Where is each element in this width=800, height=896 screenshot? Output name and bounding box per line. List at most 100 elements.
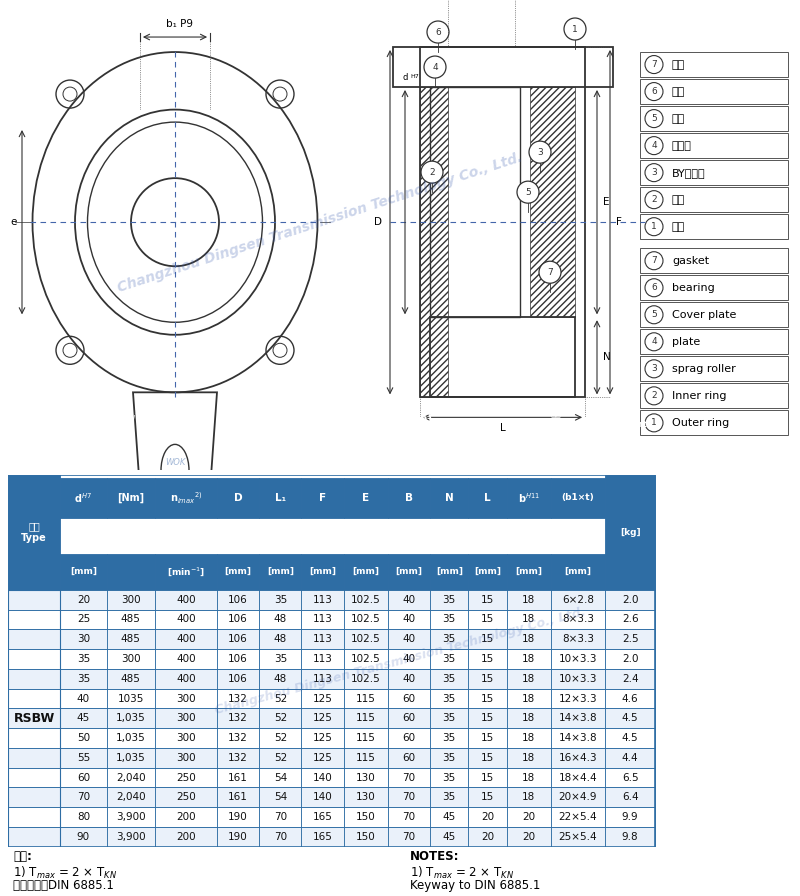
Bar bbox=[344, 649, 388, 668]
Text: 35: 35 bbox=[442, 713, 456, 723]
Text: 键槽标准为DIN 6885.1: 键槽标准为DIN 6885.1 bbox=[13, 879, 114, 892]
Bar bbox=[259, 609, 302, 629]
Bar bbox=[302, 788, 344, 807]
Bar bbox=[550, 649, 605, 668]
Text: 70: 70 bbox=[77, 792, 90, 802]
Bar bbox=[605, 768, 655, 788]
Text: 键槽
KS: 键槽 KS bbox=[549, 409, 562, 429]
Circle shape bbox=[645, 191, 663, 209]
Bar bbox=[468, 554, 506, 590]
Text: 130: 130 bbox=[356, 792, 376, 802]
Bar bbox=[550, 689, 605, 709]
Bar bbox=[8, 827, 60, 847]
Text: 45: 45 bbox=[442, 831, 456, 842]
Text: 35: 35 bbox=[442, 595, 456, 605]
Circle shape bbox=[645, 414, 663, 432]
Circle shape bbox=[517, 181, 539, 203]
Bar bbox=[8, 748, 655, 768]
Bar bbox=[106, 649, 154, 668]
Text: [mm]: [mm] bbox=[70, 567, 97, 576]
Circle shape bbox=[645, 164, 663, 182]
Bar bbox=[259, 748, 302, 768]
Text: 106: 106 bbox=[228, 654, 248, 664]
Bar bbox=[259, 649, 302, 668]
Bar bbox=[259, 590, 302, 609]
Text: 115: 115 bbox=[356, 733, 376, 743]
Circle shape bbox=[564, 18, 586, 40]
Text: 18: 18 bbox=[522, 615, 535, 625]
Bar bbox=[259, 478, 302, 518]
Text: 4: 4 bbox=[651, 337, 657, 346]
Text: 1: 1 bbox=[572, 24, 578, 33]
Bar bbox=[154, 768, 217, 788]
Bar bbox=[388, 554, 430, 590]
Bar bbox=[640, 410, 788, 435]
Bar bbox=[106, 689, 154, 709]
Bar bbox=[106, 709, 154, 728]
Bar bbox=[154, 788, 217, 807]
Bar bbox=[506, 590, 550, 609]
Text: 35: 35 bbox=[442, 753, 456, 762]
Text: 内圈: 内圈 bbox=[672, 194, 686, 204]
Bar bbox=[8, 668, 655, 689]
Text: 18: 18 bbox=[522, 634, 535, 644]
Text: 重量
Weight: 重量 Weight bbox=[612, 409, 648, 429]
Text: 70: 70 bbox=[402, 772, 416, 782]
Text: 52: 52 bbox=[274, 694, 287, 703]
Text: 尾柄: 尾柄 bbox=[672, 114, 686, 124]
Bar bbox=[506, 668, 550, 689]
Text: 190: 190 bbox=[228, 812, 248, 822]
Bar bbox=[8, 689, 60, 709]
Text: 70: 70 bbox=[274, 831, 287, 842]
Bar bbox=[60, 748, 106, 768]
Bar bbox=[468, 807, 506, 827]
Text: 垫片: 垫片 bbox=[672, 59, 686, 70]
Bar bbox=[60, 728, 106, 748]
Bar bbox=[8, 709, 655, 728]
Text: 6.4: 6.4 bbox=[622, 792, 638, 802]
Bar bbox=[605, 609, 655, 629]
Bar bbox=[388, 748, 430, 768]
Bar bbox=[217, 478, 259, 518]
Text: [mm]: [mm] bbox=[436, 567, 462, 576]
Bar bbox=[106, 807, 154, 827]
Bar bbox=[468, 649, 506, 668]
Text: b₁ P9: b₁ P9 bbox=[166, 19, 194, 29]
Bar bbox=[468, 788, 506, 807]
Bar bbox=[60, 827, 106, 847]
Text: 70: 70 bbox=[402, 792, 416, 802]
Text: 15: 15 bbox=[481, 615, 494, 625]
Text: 400: 400 bbox=[176, 674, 196, 684]
Bar bbox=[154, 478, 217, 518]
Text: 54: 54 bbox=[274, 792, 287, 802]
Text: 55: 55 bbox=[77, 753, 90, 762]
Text: 备注:: 备注: bbox=[13, 850, 32, 863]
Text: 3: 3 bbox=[651, 365, 657, 374]
Bar bbox=[8, 590, 60, 609]
Text: 15: 15 bbox=[481, 713, 494, 723]
Bar bbox=[302, 554, 344, 590]
Text: 70: 70 bbox=[274, 812, 287, 822]
Bar bbox=[605, 629, 655, 649]
Bar bbox=[344, 668, 388, 689]
Text: d$^{H7}$: d$^{H7}$ bbox=[74, 491, 92, 504]
Text: 1) T$_{max}$ = 2 × T$_{KN}$: 1) T$_{max}$ = 2 × T$_{KN}$ bbox=[13, 865, 117, 881]
Text: 52: 52 bbox=[274, 733, 287, 743]
Bar bbox=[8, 668, 60, 689]
Text: 18: 18 bbox=[522, 772, 535, 782]
Text: 4.4: 4.4 bbox=[622, 753, 638, 762]
Bar bbox=[302, 649, 344, 668]
Text: 102.5: 102.5 bbox=[351, 595, 381, 605]
Bar bbox=[8, 475, 60, 590]
Bar bbox=[154, 709, 217, 728]
Bar bbox=[344, 609, 388, 629]
Text: 115: 115 bbox=[356, 713, 376, 723]
Text: 485: 485 bbox=[121, 615, 141, 625]
Text: e: e bbox=[11, 217, 17, 228]
Bar bbox=[217, 649, 259, 668]
Text: 4.6: 4.6 bbox=[622, 694, 638, 703]
Bar bbox=[217, 689, 259, 709]
Text: 15: 15 bbox=[481, 694, 494, 703]
Bar bbox=[154, 629, 217, 649]
Bar bbox=[154, 748, 217, 768]
